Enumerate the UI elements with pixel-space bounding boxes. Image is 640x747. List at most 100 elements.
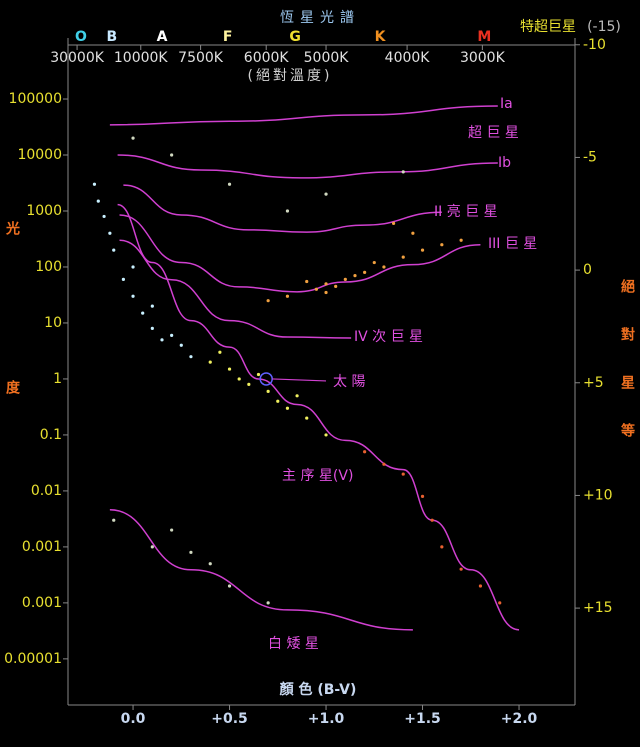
star-point [256, 372, 261, 377]
star-point [353, 274, 357, 278]
x2-tick-label: 3000K [460, 50, 506, 66]
star-point [401, 472, 405, 476]
star-point [372, 260, 376, 265]
star-point [141, 311, 145, 315]
y-tick-label: 0.001 [22, 595, 62, 611]
star-point [401, 255, 405, 259]
y2-tick-label: +15 [583, 600, 613, 616]
star-point [285, 294, 290, 298]
star-point [208, 562, 212, 566]
star-point [189, 355, 193, 359]
luminosity-class-curve [109, 509, 413, 631]
luminosity-class-curve [117, 154, 498, 179]
star-point [295, 394, 299, 398]
star-point [266, 389, 270, 393]
star-point [305, 416, 309, 420]
y-tick-label: 100000 [9, 91, 62, 107]
y2-tick-label: -10 [583, 37, 606, 53]
star-point [363, 450, 367, 454]
x-tick-label: +1.0 [308, 711, 345, 727]
star-point [266, 299, 270, 303]
sun-pointer [272, 378, 327, 382]
curve-label: III 巨 星 [488, 236, 537, 252]
star-point [170, 153, 174, 157]
luminosity-class-curve [123, 184, 442, 233]
star-point [498, 601, 502, 605]
x2-tick-label: 10000K [114, 50, 169, 66]
star-point [150, 545, 154, 549]
x-tick-label: +1.5 [404, 711, 441, 727]
star-point [131, 136, 135, 140]
star-point [112, 248, 116, 252]
y2-tick-label: +5 [583, 375, 604, 391]
star-point [108, 231, 112, 235]
y2-tick-label: 0 [583, 262, 592, 278]
hypergiant-label: 特超巨星 [520, 19, 576, 35]
star-point [343, 277, 347, 281]
star-point [440, 545, 444, 549]
luminosity-class-curve [117, 203, 520, 631]
spectral-class: O [75, 29, 87, 45]
x2-tick-label: 30000K [50, 50, 105, 66]
star-point [391, 221, 396, 226]
spectral-class: B [106, 29, 117, 45]
star-point [459, 567, 463, 571]
chart-title: 恆星光譜 [280, 10, 360, 26]
curve-label: 白 矮 星 [268, 636, 319, 652]
star-point [208, 360, 212, 364]
subtitle: (絕對溫度) [248, 68, 333, 84]
star-point [324, 290, 328, 295]
y-tick-label: 0.00001 [4, 651, 62, 667]
star-point [401, 170, 405, 174]
star-point [334, 284, 338, 288]
curve-label: Ib [498, 155, 511, 171]
star-point [305, 279, 309, 284]
star-point [227, 584, 232, 588]
y2-tick-label: -5 [583, 149, 597, 165]
sun-label: 太 陽 [333, 374, 365, 390]
x2-tick-label: 4000K [385, 50, 431, 66]
y-tick-label: 100 [35, 259, 62, 275]
star-point [247, 382, 251, 386]
star-point [218, 350, 222, 354]
y-tick-label: 0.001 [22, 539, 62, 555]
spectral-class: A [157, 29, 168, 45]
x2-tick-label: 7500K [178, 50, 224, 66]
x2-tick-label: 6000K [244, 50, 290, 66]
y2-axis-label: 絕對星等 [619, 278, 635, 471]
star-point [285, 406, 290, 410]
star-point [150, 326, 154, 330]
star-point [96, 199, 100, 203]
x-tick-label: +0.5 [211, 711, 248, 727]
star-point [112, 518, 116, 522]
star-point [430, 518, 434, 522]
star-point [420, 494, 425, 498]
hypergiant-magnitude: (-15) [587, 19, 621, 35]
y2-tick-label: +10 [583, 487, 613, 503]
star-point [440, 243, 444, 247]
star-point [170, 528, 174, 532]
star-point [285, 209, 290, 213]
y-tick-label: 0.01 [31, 483, 62, 499]
star-point [324, 282, 328, 286]
star-point [102, 214, 106, 219]
y-tick-label: 1 [53, 371, 62, 387]
star-point [420, 248, 425, 252]
spectral-class: K [375, 29, 387, 45]
supergiant-label: 超 巨 星 [468, 125, 519, 141]
star-point [459, 238, 463, 242]
star-point [131, 265, 135, 269]
curve-label: Ia [500, 96, 513, 112]
luminosity-class-curve [109, 105, 498, 126]
y-tick-label: 10000 [17, 147, 62, 163]
star-point [276, 399, 280, 403]
star-point [324, 433, 328, 437]
star-point [237, 377, 241, 381]
star-point [314, 287, 318, 291]
star-point [324, 192, 328, 196]
star-point [266, 601, 270, 605]
star-point [179, 343, 183, 347]
x-axis-label: 顏 色 (B-V) [280, 681, 357, 698]
x-tick-label: +2.0 [501, 711, 538, 727]
